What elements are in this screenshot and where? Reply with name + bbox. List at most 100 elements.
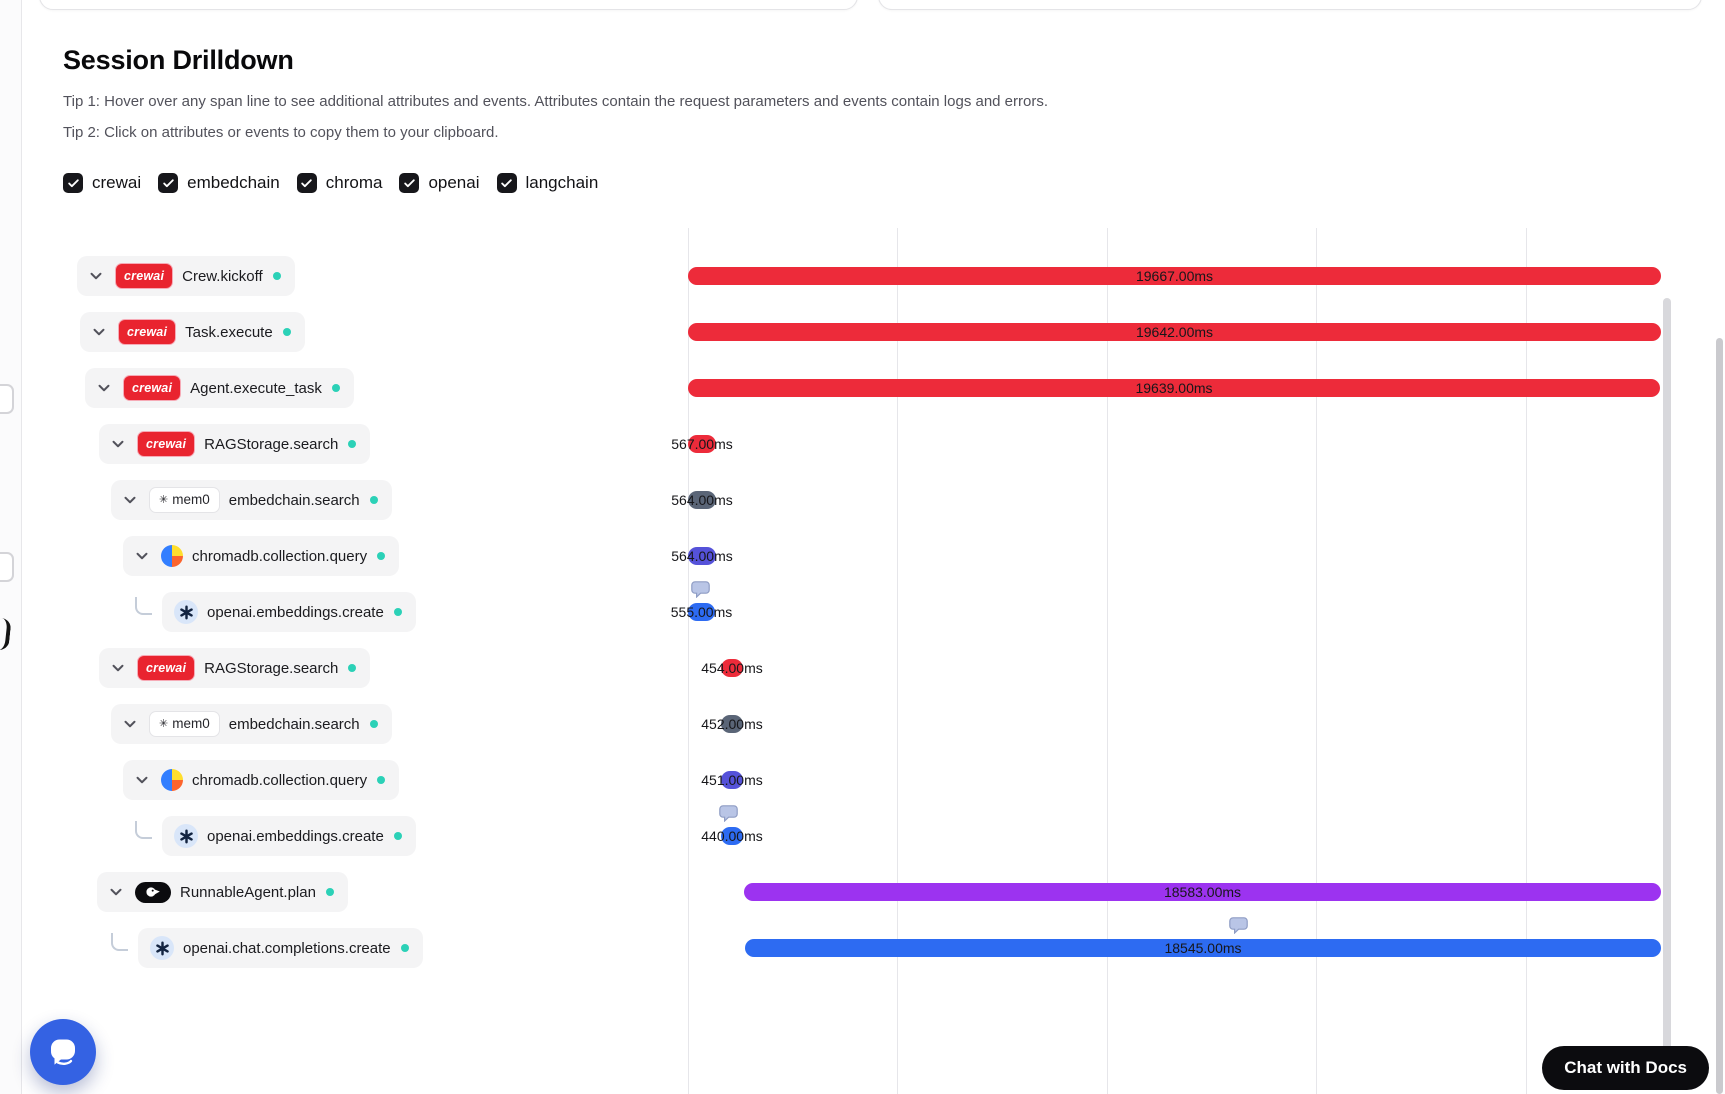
span-name: chromadb.collection.query xyxy=(192,547,368,565)
page-scrollbar[interactable] xyxy=(1716,338,1723,1094)
tree-connector-icon xyxy=(135,821,152,839)
chevron-down-icon[interactable] xyxy=(106,882,126,902)
crewai-logo: crewai xyxy=(118,318,177,346)
span-duration-label: 555.00ms xyxy=(670,604,733,620)
span-duration-label: 19667.00ms xyxy=(1135,268,1214,284)
span-row-label[interactable]: openai.embeddings.create xyxy=(162,592,416,632)
span-row-label[interactable]: openai.chat.completions.create xyxy=(138,928,423,968)
span-duration-label: 19639.00ms xyxy=(1135,380,1213,396)
chevron-down-icon[interactable] xyxy=(89,322,109,342)
gridline xyxy=(1107,228,1108,1094)
span-tree-row: crewai RAGStorage.search xyxy=(99,646,371,690)
checkbox-checked-icon[interactable] xyxy=(158,173,179,193)
status-dot xyxy=(325,888,334,896)
chevron-down-icon[interactable] xyxy=(86,266,106,286)
span-name: RunnableAgent.plan xyxy=(180,883,316,901)
span-tree-row: chromadb.collection.query xyxy=(123,758,400,802)
span-tree-row: crewai Task.execute xyxy=(80,310,305,354)
status-dot xyxy=(400,944,409,952)
filter-openai[interactable]: openai xyxy=(399,173,480,193)
crewai-logo: crewai xyxy=(123,374,182,402)
span-duration-bar[interactable]: 18545.00ms xyxy=(745,939,1661,957)
mem0-logo: ✳ mem0 xyxy=(149,486,220,514)
span-row-label[interactable]: crewai RAGStorage.search xyxy=(99,424,371,464)
span-row-label[interactable]: chromadb.collection.query xyxy=(123,760,400,800)
span-duration-bar[interactable]: 454.00ms xyxy=(701,659,763,677)
span-duration-label: 452.00ms xyxy=(701,716,763,732)
span-duration-bar[interactable]: 564.00ms xyxy=(671,491,733,509)
mem0-label: mem0 xyxy=(172,715,210,731)
span-row-label[interactable]: crewai Agent.execute_task xyxy=(85,368,354,408)
span-duration-bar[interactable]: 19639.00ms xyxy=(688,379,1660,397)
sidebar-cutoff-icon xyxy=(0,552,14,582)
chat-bubble-icon xyxy=(50,1039,75,1065)
span-duration-bar[interactable]: 564.00ms xyxy=(671,547,733,565)
openai-logo xyxy=(150,936,174,960)
span-name: Crew.kickoff xyxy=(182,267,263,285)
status-dot xyxy=(369,496,378,504)
event-bubble-icon[interactable] xyxy=(719,805,738,827)
span-duration-label: 440.00ms xyxy=(701,828,763,844)
chevron-down-icon[interactable] xyxy=(94,378,114,398)
span-tree-row: ✳ mem0 embedchain.search xyxy=(111,478,392,522)
span-tree-row: crewai Crew.kickoff xyxy=(77,254,295,298)
tree-connector-icon xyxy=(135,597,152,615)
filter-embedchain[interactable]: embedchain xyxy=(158,173,280,193)
chat-widget-button[interactable] xyxy=(30,1019,96,1085)
event-bubble-icon[interactable] xyxy=(691,581,710,603)
chart-scrollbar[interactable] xyxy=(1663,298,1671,1080)
span-tree-row: ✳ mem0 embedchain.search xyxy=(111,702,392,746)
filter-crewai[interactable]: crewai xyxy=(63,173,141,193)
span-duration-bar[interactable]: 440.00ms xyxy=(701,827,763,845)
filter-langchain[interactable]: langchain xyxy=(496,173,598,193)
span-duration-bar[interactable]: 452.00ms xyxy=(701,715,763,733)
span-duration-bar[interactable]: 567.00ms xyxy=(671,435,733,453)
left-sidebar-strip xyxy=(0,0,22,1094)
chat-with-docs-button[interactable]: Chat with Docs xyxy=(1542,1046,1709,1090)
status-dot xyxy=(393,608,402,616)
chroma-logo xyxy=(161,545,183,567)
span-row-label[interactable]: ✳ mem0 embedchain.search xyxy=(111,704,392,744)
crewai-logo: crewai xyxy=(137,430,196,458)
span-duration-bar[interactable]: 18583.00ms xyxy=(744,883,1661,901)
span-duration-bar[interactable]: 451.00ms xyxy=(701,771,763,789)
span-duration-bar[interactable]: 19642.00ms xyxy=(688,323,1661,341)
mem0-label: mem0 xyxy=(172,491,210,507)
chevron-down-icon[interactable] xyxy=(132,546,152,566)
top-card-fragment-right xyxy=(878,0,1702,10)
chroma-logo xyxy=(161,769,183,791)
gridline xyxy=(897,228,898,1094)
trace-waterfall: crewai Crew.kickoff 19667.00ms crewai Task.e… xyxy=(21,228,1725,1094)
span-row-label[interactable]: crewai RAGStorage.search xyxy=(99,648,371,688)
status-dot xyxy=(393,832,402,840)
framework-filter-row: crewai embedchain chroma openai langchain xyxy=(63,173,1725,193)
checkbox-checked-icon[interactable] xyxy=(496,173,517,193)
chevron-down-icon[interactable] xyxy=(108,434,128,454)
event-bubble-icon[interactable] xyxy=(1229,917,1248,939)
tree-connector-icon xyxy=(111,933,128,951)
checkbox-checked-icon[interactable] xyxy=(296,173,317,193)
chevron-down-icon[interactable] xyxy=(132,770,152,790)
chevron-down-icon[interactable] xyxy=(120,714,140,734)
span-duration-bar[interactable]: 555.00ms xyxy=(671,603,732,621)
span-duration-bar[interactable]: 19667.00ms xyxy=(688,267,1661,285)
span-row-label[interactable]: openai.embeddings.create xyxy=(162,816,416,856)
span-duration-label: 454.00ms xyxy=(701,660,763,676)
chevron-down-icon[interactable] xyxy=(120,490,140,510)
span-row-label[interactable]: RunnableAgent.plan xyxy=(97,872,348,912)
span-duration-label: 18545.00ms xyxy=(1164,940,1242,956)
span-row-label[interactable]: ✳ mem0 embedchain.search xyxy=(111,480,392,520)
span-row-label[interactable]: chromadb.collection.query xyxy=(123,536,400,576)
sidebar-cutoff-glyph xyxy=(0,617,12,651)
span-name: openai.chat.completions.create xyxy=(183,939,391,957)
filter-label: embedchain xyxy=(187,173,280,192)
span-row-label[interactable]: crewai Crew.kickoff xyxy=(77,256,295,296)
filter-chroma[interactable]: chroma xyxy=(296,173,382,193)
chevron-down-icon[interactable] xyxy=(108,658,128,678)
checkbox-checked-icon[interactable] xyxy=(399,173,420,193)
span-row-label[interactable]: crewai Task.execute xyxy=(80,312,305,352)
span-name: embedchain.search xyxy=(228,715,360,733)
span-name: chromadb.collection.query xyxy=(192,771,368,789)
checkbox-checked-icon[interactable] xyxy=(63,173,83,193)
status-dot xyxy=(331,384,340,392)
